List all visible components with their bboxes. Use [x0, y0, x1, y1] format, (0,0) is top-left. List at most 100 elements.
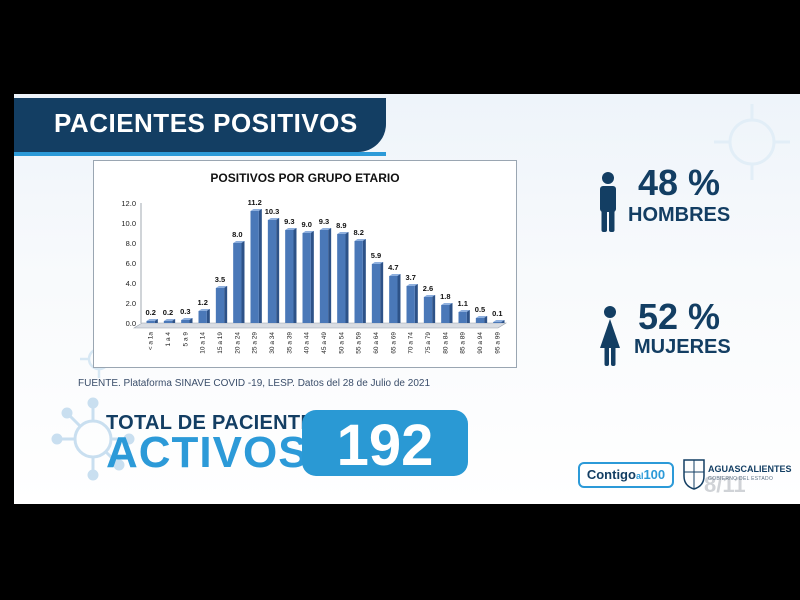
x-tick-label: 75 a 79 [425, 332, 432, 354]
title-banner: PACIENTES POSITIVOS [14, 98, 386, 152]
bar [181, 320, 190, 323]
x-tick-label: 35 a 39 [286, 332, 293, 354]
bar [493, 322, 502, 323]
bar [267, 220, 277, 323]
bar-value-label: 9.0 [301, 220, 311, 229]
state-subtitle: GOBIERNO DEL ESTADO [708, 476, 774, 482]
bar-top [198, 309, 210, 311]
chart-panel: POSITIVOS POR GRUPO ETARIO 0.0 2.0 4.0 6.0 8… [93, 160, 517, 368]
aguascalientes-logo: AGUASCALIENTES GOBIERNO DEL ESTADO [682, 458, 792, 492]
y-tick-label: 0.0 [126, 319, 136, 328]
bar-side [328, 228, 332, 323]
contigo-logo: Contigoal100 [578, 462, 674, 488]
man-icon [600, 172, 616, 232]
title-accent-bar [14, 152, 386, 156]
bar-value-label: 8.0 [232, 230, 242, 239]
x-tick-label: 15 a 19 [217, 332, 224, 354]
bar [475, 318, 485, 323]
slide: PACIENTES POSITIVOS POSITIVOS POR GRUPO … [14, 94, 800, 504]
bar [354, 241, 363, 323]
bar-top [319, 228, 332, 230]
bar-value-label: 0.3 [180, 307, 190, 316]
bar [215, 288, 225, 323]
bar-value-label: 4.7 [388, 263, 398, 272]
bar-side [224, 286, 228, 323]
bar [406, 286, 415, 323]
bar-side [414, 284, 418, 323]
bar-value-label: 5.9 [371, 251, 381, 260]
x-tick-label: 70 a 74 [408, 332, 415, 354]
bar-side [172, 319, 176, 323]
bar-top [233, 241, 245, 243]
bar-side [310, 231, 314, 323]
bar-value-label: 1.1 [457, 299, 467, 308]
bar [250, 211, 259, 323]
bar-side [362, 239, 366, 323]
bar-side [258, 209, 262, 323]
bar-top [250, 209, 262, 211]
bar-side [241, 241, 245, 323]
bar-side [501, 320, 505, 323]
men-label: HOMBRES [628, 204, 731, 226]
bar-value-label: 0.2 [145, 308, 155, 317]
stat-men: 48 % HOMBRES [598, 162, 798, 236]
stat-women: 52 % MUJERES [598, 296, 798, 370]
bar [233, 243, 242, 323]
contigo-logo-al: al [635, 471, 644, 481]
x-tick-label: 65 a 69 [390, 332, 397, 354]
bar-value-label: 10.3 [265, 207, 280, 216]
x-tick-label: 30 a 34 [269, 332, 276, 354]
bar-value-label: 3.5 [215, 275, 225, 284]
bar-value-label: 0.2 [163, 308, 173, 317]
bar-value-label: 8.2 [353, 228, 363, 237]
x-tick-label: 40 a 44 [304, 332, 311, 354]
bar-top [337, 232, 349, 234]
y-tick-label: 8.0 [126, 239, 136, 248]
activos-label: ACTIVOS [106, 428, 309, 477]
bar-value-label: 9.3 [284, 217, 294, 226]
bar [371, 264, 381, 323]
bar-side [380, 262, 384, 323]
bar-side [397, 274, 401, 323]
bar [302, 233, 311, 323]
page-marker: 8/11 [704, 472, 746, 497]
bar-value-label: 3.7 [405, 273, 415, 282]
bar-top [493, 320, 505, 322]
source-note: FUENTE. Plataforma SINAVE COVID -19, LES… [78, 378, 431, 389]
women-label: MUJERES [634, 336, 731, 358]
bar [423, 297, 433, 323]
x-tick-label: 95 a 99 [494, 332, 501, 354]
bar-side [432, 295, 436, 323]
virus-decoration-right-icon [714, 104, 790, 180]
x-tick-label: 60 a 64 [373, 332, 380, 354]
x-tick-label: 5 a 9 [182, 332, 189, 347]
bar-side [206, 309, 210, 323]
bar-side [276, 218, 280, 323]
y-tick-label: 12.0 [121, 199, 136, 208]
contigo-logo-main: Contigo [586, 467, 636, 482]
y-tick-label: 2.0 [126, 299, 136, 308]
bar-side [345, 232, 349, 323]
bar-top [285, 228, 297, 230]
y-tick-label: 6.0 [126, 259, 136, 268]
men-percent: 48 % [638, 162, 721, 203]
x-tick-label: 10 a 14 [200, 332, 207, 354]
woman-icon [600, 306, 620, 366]
x-tick-label: 45 a 49 [321, 332, 328, 354]
state-seal-icon [683, 459, 705, 490]
bar [285, 230, 294, 323]
bar-top [181, 318, 193, 320]
bar [441, 305, 450, 323]
women-percent: 52 % [638, 296, 721, 337]
bar-top [302, 231, 314, 233]
bar [319, 230, 329, 323]
bar-chart: 0.0 2.0 4.0 6.0 8.0 10.0 12.0 0.2 < a 1a 0.2 1 a 4… [121, 198, 508, 354]
virus-decoration-icon [51, 397, 135, 481]
bar [198, 311, 207, 323]
bar-value-label: 1.2 [197, 298, 207, 307]
bar-value-label: 0.1 [492, 309, 502, 318]
bar-value-label: 9.3 [319, 217, 329, 226]
y-tick-label: 4.0 [126, 279, 136, 288]
total-label: TOTAL DE PACIENTES [106, 412, 328, 434]
bar-top [215, 286, 228, 288]
